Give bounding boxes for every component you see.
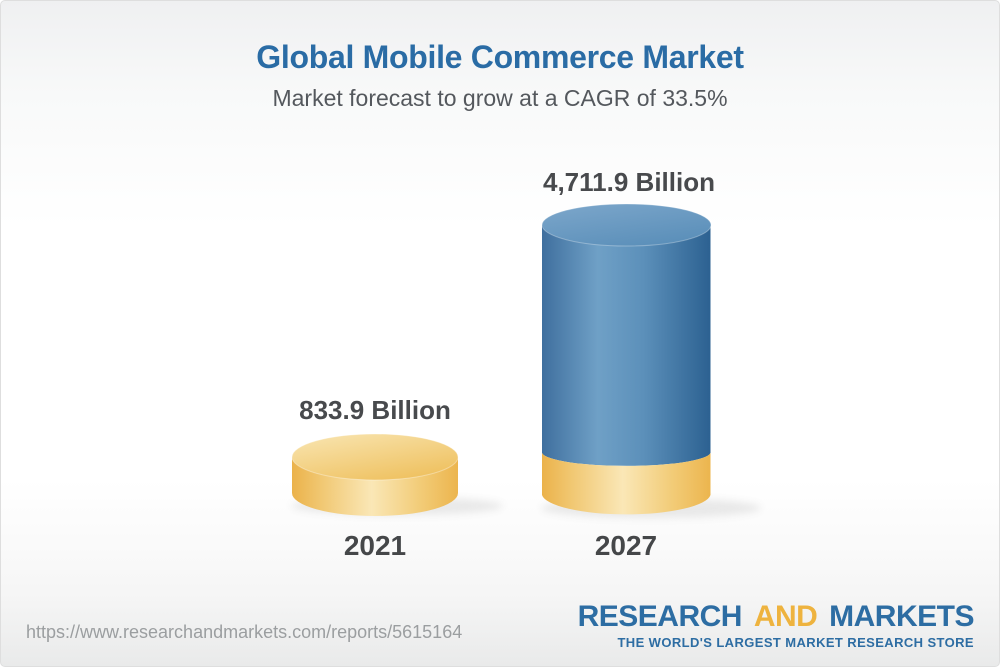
value-label-2027: 4,711.9 Billion — [543, 167, 715, 197]
logo-wordmark: RESEARCH AND MARKETS — [577, 600, 975, 633]
bar-2027-cylinder — [541, 203, 712, 515]
bar-2021-cylinder — [291, 433, 459, 516]
logo-word-and: AND — [753, 600, 818, 633]
subtitle: Market forecast to grow at a CAGR of 33.… — [272, 85, 728, 111]
report-url-link[interactable]: https://www.researchandmarkets.com/repor… — [26, 622, 463, 642]
category-label-2021: 2021 — [343, 530, 407, 561]
research-and-markets-logo: RESEARCH AND MARKETS THE WORLD'S LARGEST… — [577, 600, 975, 650]
value-label-2021: 833.9 Billion — [299, 395, 451, 425]
category-label-2027: 2027 — [594, 530, 658, 561]
logo-tagline: THE WORLD'S LARGEST MARKET RESEARCH STOR… — [617, 635, 974, 650]
logo-word-markets: MARKETS — [829, 600, 974, 633]
page-title: Global Mobile Commerce Market — [256, 39, 744, 75]
logo-word-research: RESEARCH — [577, 600, 743, 633]
bar-2027-base-segment — [542, 453, 711, 515]
